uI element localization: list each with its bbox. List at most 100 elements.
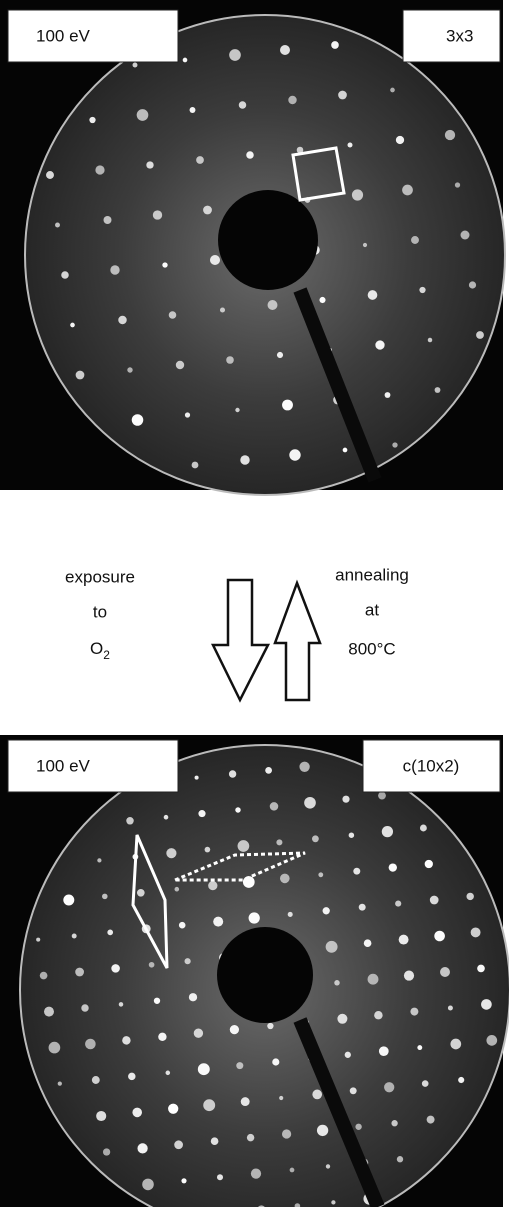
diffraction-spot	[158, 1033, 166, 1041]
diffraction-spot	[270, 802, 279, 811]
diffraction-spot	[326, 941, 338, 953]
diffraction-spot	[359, 904, 366, 911]
diffraction-spot	[133, 63, 138, 68]
shadow	[217, 927, 313, 1023]
diffraction-spot	[195, 776, 199, 780]
diffraction-spot	[422, 1080, 429, 1087]
diffraction-spot	[241, 1097, 250, 1106]
diffraction-spot	[396, 136, 404, 144]
diffraction-spot	[119, 1002, 124, 1007]
diffraction-spot	[185, 958, 191, 964]
diffraction-spot	[162, 262, 167, 267]
diffraction-spot	[132, 1108, 142, 1118]
diffraction-spot	[289, 449, 300, 460]
diffraction-spot	[368, 974, 379, 985]
diffraction-spot	[81, 1004, 88, 1011]
diffraction-spot	[419, 287, 425, 293]
diffraction-spot	[304, 797, 316, 809]
right-text: at	[365, 600, 379, 619]
gas-subscript: 2	[103, 648, 110, 662]
diffraction-spot	[211, 1137, 219, 1145]
structure-label: c(10x2)	[403, 756, 460, 775]
diffraction-spot	[146, 161, 153, 168]
diffraction-spot	[326, 1164, 330, 1168]
diffraction-spot	[364, 939, 372, 947]
diffraction-spot	[97, 858, 101, 862]
diffraction-spot	[235, 807, 240, 812]
diffraction-spot	[96, 1111, 106, 1121]
diffraction-spot	[164, 815, 169, 820]
diffraction-spot	[486, 1035, 497, 1046]
left-text: O2	[90, 639, 110, 662]
diffraction-spot	[166, 848, 176, 858]
left-text: to	[93, 602, 107, 621]
diffraction-spot	[349, 832, 354, 837]
diffraction-spot	[118, 316, 126, 324]
diffraction-spot	[179, 922, 186, 929]
diffraction-spot	[166, 1071, 171, 1076]
diffraction-spot	[168, 1104, 178, 1114]
energy-label: 100 eV	[36, 26, 91, 45]
diffraction-spot	[196, 156, 204, 164]
diffraction-spot	[342, 796, 349, 803]
diffraction-spot	[318, 872, 323, 877]
diffraction-spot	[384, 1082, 394, 1092]
diffraction-spot	[205, 847, 211, 853]
diffraction-spot	[402, 185, 413, 196]
diffraction-spot	[363, 243, 367, 247]
diffraction-spot	[229, 49, 241, 61]
diffraction-spot	[397, 1156, 403, 1162]
diffraction-spot	[481, 999, 492, 1010]
diffraction-spot	[323, 907, 330, 914]
figure: 100 eV 3x3 exposure to O2 annealing at 8…	[0, 0, 509, 1207]
diffraction-spot	[450, 1039, 461, 1050]
diffraction-spot	[299, 762, 309, 772]
diffraction-spot	[477, 965, 485, 973]
diffraction-spot	[411, 236, 419, 244]
diffraction-spot	[44, 1007, 54, 1017]
diffraction-spot	[132, 414, 144, 426]
left-text: exposure	[65, 567, 135, 586]
leed-image-bottom: 100 eV c(10x2)	[0, 735, 509, 1207]
diffraction-spot	[251, 1168, 261, 1178]
diffraction-spot	[174, 1140, 183, 1149]
diffraction-spot	[448, 1005, 453, 1010]
diffraction-spot	[238, 840, 250, 852]
diffraction-spot	[428, 338, 433, 343]
diffraction-spot	[331, 41, 339, 49]
diffraction-spot	[70, 323, 75, 328]
diffraction-spot	[425, 860, 433, 868]
diffraction-spot	[210, 255, 220, 265]
diffraction-spot	[461, 231, 470, 240]
right-text: 800°C	[348, 639, 395, 658]
diffraction-spot	[55, 223, 60, 228]
diffraction-spot	[49, 1042, 61, 1054]
diffraction-spot	[282, 1129, 291, 1138]
diffraction-spot	[440, 967, 450, 977]
diffraction-spot	[272, 1058, 279, 1065]
diffraction-spot	[103, 1148, 110, 1155]
diffraction-spot	[142, 1179, 154, 1191]
diffraction-spot	[288, 912, 293, 917]
diffraction-spot	[247, 1134, 254, 1141]
diffraction-spot	[153, 210, 162, 219]
diffraction-spot	[466, 893, 473, 900]
diffraction-spot	[331, 1200, 335, 1204]
diffraction-spot	[189, 993, 197, 1001]
diffraction-spot	[226, 356, 234, 364]
diffraction-spot	[288, 96, 296, 104]
diffraction-spot	[102, 894, 108, 900]
diffraction-spot	[127, 367, 132, 372]
diffraction-spot	[89, 117, 95, 123]
diffraction-spot	[183, 58, 188, 63]
shadow	[218, 190, 318, 290]
diffraction-spot	[312, 835, 319, 842]
diffraction-spot	[181, 1178, 186, 1183]
diffraction-spot	[76, 371, 85, 380]
leed-image-top: 100 eV 3x3	[0, 0, 505, 495]
diffraction-spot	[203, 1099, 215, 1111]
diffraction-spot	[455, 182, 460, 187]
diffraction-spot	[392, 442, 397, 447]
diffraction-spot	[430, 896, 439, 905]
diffraction-spot	[122, 1036, 130, 1044]
